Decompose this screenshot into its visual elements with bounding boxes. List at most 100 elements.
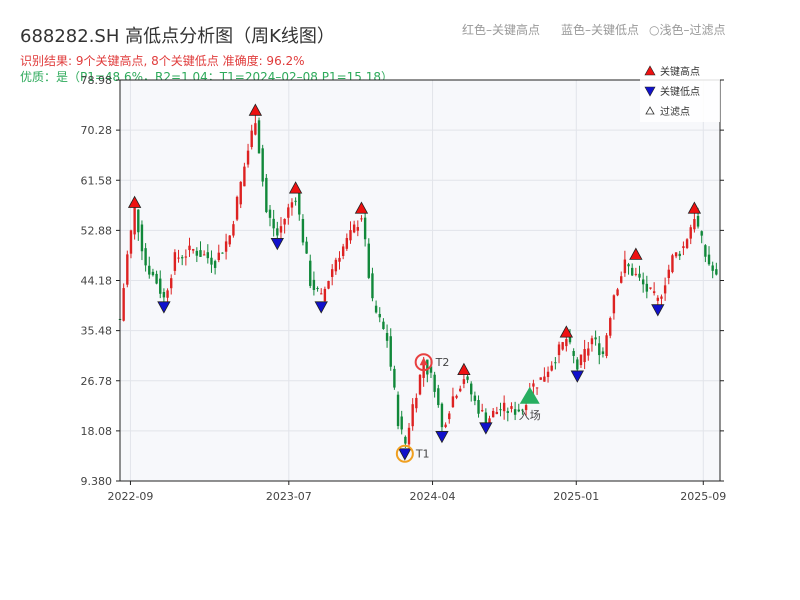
candle-body <box>696 215 700 227</box>
candle-body <box>235 196 239 220</box>
key-low-marker <box>270 238 284 251</box>
hint-low: 蓝色–关键低点 <box>561 23 640 37</box>
candle-body <box>290 202 294 208</box>
candle-body <box>535 387 539 389</box>
candle-body <box>583 349 586 363</box>
candle-body <box>191 249 195 251</box>
candle-body <box>649 287 652 289</box>
key-low-marker <box>314 301 328 314</box>
hint-filtered-circle-icon: ○ <box>649 23 660 37</box>
candle-body <box>298 191 301 215</box>
legend-high-triangle-icon <box>644 65 656 76</box>
candle-body <box>462 379 466 384</box>
legend-low-triangle-icon <box>644 86 656 97</box>
candle-body <box>239 181 242 205</box>
candle-body <box>363 217 367 240</box>
candle-body <box>594 337 597 340</box>
candle-body <box>601 351 605 354</box>
candle-body <box>448 413 451 420</box>
candle-body <box>199 250 202 257</box>
candle-body <box>565 339 568 347</box>
candle-body <box>309 260 312 286</box>
key-low-marker <box>479 422 493 435</box>
candle-body <box>587 348 590 356</box>
candle-body <box>605 335 608 356</box>
candle-body <box>656 297 660 301</box>
candle-body <box>488 418 491 423</box>
candle-body <box>623 259 627 274</box>
candle-body <box>539 377 542 380</box>
candle-body <box>393 368 396 388</box>
candle-body <box>228 235 231 245</box>
candle-body <box>521 409 524 411</box>
candle-body <box>630 267 634 276</box>
candle-body <box>418 374 422 395</box>
candle-body <box>429 366 433 373</box>
candle-body <box>437 388 440 406</box>
candle-body <box>470 383 473 395</box>
candle-body <box>301 219 305 243</box>
candle-body <box>513 409 517 415</box>
candle-body <box>356 227 360 231</box>
y-tick-label: 26.78 <box>81 375 113 388</box>
candle-body <box>645 283 649 292</box>
candle-body <box>184 256 188 258</box>
candle-body <box>554 362 557 364</box>
candle-body <box>433 374 436 392</box>
y-tick-label: 70.28 <box>81 124 113 137</box>
candle-body <box>320 293 323 295</box>
x-tick-label: 2025-01 <box>553 490 599 503</box>
hint-filtered: ○浅色–过滤点 <box>649 21 726 38</box>
candle-body <box>162 292 166 298</box>
candle-body <box>213 261 217 268</box>
candle-body <box>188 245 191 251</box>
candle-body <box>155 273 158 284</box>
candle-body <box>524 405 528 411</box>
candle-body <box>627 264 630 267</box>
key-high-marker <box>687 201 702 214</box>
candle-body <box>140 224 144 252</box>
candle-body <box>576 359 579 370</box>
candle-body <box>415 397 418 409</box>
candle-body <box>129 230 133 254</box>
candle-body <box>180 257 184 259</box>
candle-body <box>389 336 392 367</box>
candle-body <box>148 265 151 275</box>
candle-body <box>641 279 645 285</box>
candle-body <box>502 402 506 412</box>
candle-body <box>484 412 488 426</box>
candle-body <box>378 313 381 318</box>
y-tick-label: 9.380 <box>81 475 113 488</box>
candle-body <box>620 276 623 283</box>
candle-body <box>250 130 253 148</box>
candle-body <box>338 257 341 262</box>
candle-body <box>334 259 338 272</box>
candle-body <box>660 296 663 299</box>
key-low-marker <box>435 431 449 444</box>
candle-body <box>367 243 370 278</box>
key-low-marker <box>570 370 584 383</box>
markers: T1 T2 入场 <box>127 103 702 463</box>
candle-body <box>224 241 228 252</box>
candle-body <box>316 288 319 290</box>
candle-body <box>360 218 363 220</box>
y-tick-label: 18.08 <box>81 425 113 438</box>
candle-body <box>638 273 641 278</box>
candle-body <box>572 350 575 356</box>
candle-body <box>374 305 378 313</box>
candle-body <box>495 411 499 415</box>
candle-body <box>579 354 583 366</box>
t2-triangle-marker <box>419 357 428 366</box>
hint-high: 红色–关键高点 <box>462 23 541 37</box>
candle-body <box>349 230 352 241</box>
candle-body <box>598 343 601 356</box>
y-ticks: 9.380 18.08 26.78 35.48 44.18 52.88 61.58 70.28… <box>81 74 724 488</box>
x-tick-label: 2025-09 <box>680 490 726 503</box>
candle-body <box>671 255 674 273</box>
candle-body <box>261 148 264 182</box>
candle-body <box>590 338 594 345</box>
t2-circle-marker <box>414 353 433 372</box>
candle-body <box>491 410 495 418</box>
candle-body <box>704 245 707 257</box>
legend: 关键高点 关键低点 过滤点 <box>640 64 720 122</box>
